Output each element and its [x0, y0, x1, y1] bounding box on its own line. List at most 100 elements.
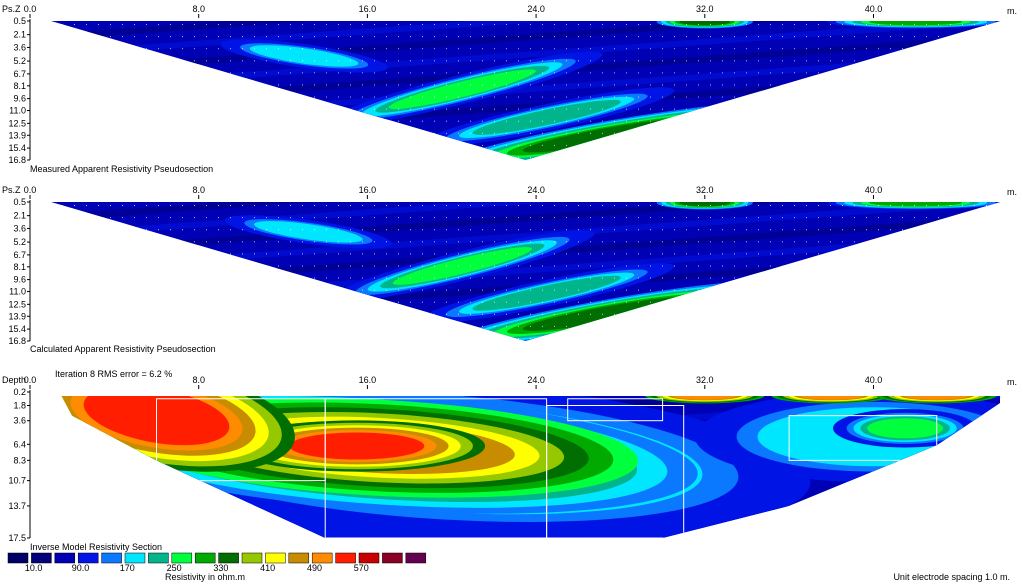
anomaly-5-band-0 [869, 202, 963, 207]
x-tick-label: 32.0 [696, 185, 714, 195]
anomaly-1-band-0 [392, 247, 532, 285]
legend-tick-label: 170 [120, 563, 135, 573]
legend-tick-label: 250 [167, 563, 182, 573]
legend-swatch [405, 552, 427, 564]
x-unit-label: m. [1007, 6, 1017, 16]
y-tick-label: 15.4 [8, 143, 26, 153]
x-tick-label: 0.0 [24, 4, 37, 14]
legend-swatch [148, 552, 169, 564]
y-tick-label: 0.2 [13, 387, 26, 397]
x-tick-label: 24.0 [527, 4, 545, 14]
y-tick-label: 16.8 [8, 155, 26, 165]
x-tick-label: 0.0 [24, 185, 37, 195]
y-axis: Ps.Z 0.5 2.1 3.6 5.2 6.7 8.1 9.6 11.0 12.5 13.9 15.… [2, 185, 31, 346]
legend-swatch [265, 552, 286, 564]
y-tick-label: 9.6 [13, 94, 26, 104]
section-title: Calculated Apparent Resistivity Pseudose… [30, 344, 216, 354]
legend-swatch [194, 552, 216, 564]
model-block-2 [567, 398, 664, 422]
y-tick-label: 1.8 [13, 401, 26, 411]
x-tick-label: 40.0 [865, 4, 883, 14]
legend-swatch [311, 552, 333, 564]
y-tick-label: 2.1 [13, 30, 26, 40]
x-tick-label: 40.0 [865, 185, 883, 195]
legend-tick-label: 90.0 [72, 563, 90, 573]
y-tick-label: 0.5 [13, 197, 26, 207]
legend-swatch [77, 552, 99, 564]
y-tick-label: 6.7 [13, 69, 26, 79]
y-tick-label: 5.2 [13, 56, 26, 66]
anomaly-4-band-0 [679, 21, 731, 26]
section-panel-1: 0.0 8.0 16.0 24.0 32.0 40.0 m. Ps.Z 0.5 2.1 3.6 5.2… [2, 4, 1017, 174]
electrode-spacing-note: Unit electrode spacing 1.0 m. [893, 572, 1010, 582]
anomaly-2-band-0 [472, 99, 621, 135]
legend-tick-label: 490 [307, 563, 322, 573]
y-tick-label: 3.6 [13, 223, 26, 233]
anomaly-4-band-0 [679, 202, 731, 207]
legend-swatch [358, 552, 380, 564]
x-tick-label: 8.0 [192, 4, 205, 14]
section-title: Inverse Model Resistivity Section [30, 542, 162, 552]
x-tick-label: 32.0 [696, 375, 714, 385]
y-tick-label: 13.7 [8, 501, 26, 511]
y-tick-label: 3.6 [13, 42, 26, 52]
anomaly-2-band-0 [472, 275, 621, 311]
legend-swatch [241, 552, 263, 564]
x-unit-label: m. [1007, 187, 1017, 197]
y-tick-label: 12.5 [8, 299, 26, 309]
legend-swatch [31, 552, 52, 564]
anomaly-4-band-0 [289, 432, 425, 460]
legend-swatch [101, 552, 122, 564]
y-tick-label: 13.9 [8, 311, 26, 321]
section-colour-body [51, 202, 1000, 341]
anomaly-5-band-0 [869, 21, 963, 26]
y-tick-label: 6.7 [13, 250, 26, 260]
anomaly-11-band-0 [905, 396, 969, 400]
y-tick-label: 8.1 [13, 81, 26, 91]
y-tick-label: 13.9 [8, 130, 26, 140]
section-title: Measured Apparent Resistivity Pseudosect… [30, 164, 213, 174]
y-axis-label: Depth [2, 375, 26, 385]
section-panel-2: 0.0 8.0 16.0 24.0 32.0 40.0 m. Ps.Z 0.5 2.1 3.6 5.2… [2, 185, 1017, 354]
color-legend: 10.0 90.0 170 250 330 410 490 570 Resistivity i… [7, 552, 427, 582]
legend-swatch [218, 552, 239, 564]
legend-tick-label: 330 [213, 563, 228, 573]
y-tick-label: 6.4 [13, 439, 26, 449]
x-tick-label: 32.0 [696, 4, 714, 14]
legend-swatch [335, 552, 356, 564]
x-axis: 0.0 8.0 16.0 24.0 32.0 40.0 m. [24, 4, 1017, 18]
x-unit-label: m. [1007, 377, 1017, 387]
model-block-3 [546, 405, 685, 538]
y-tick-label: 3.6 [13, 416, 26, 426]
model-block-4 [788, 415, 938, 461]
legend-swatch [288, 552, 310, 564]
section-subtitle: Iteration 8 RMS error = 6.2 % [55, 369, 172, 379]
legend-tick-label: 10.0 [25, 563, 43, 573]
legend-swatch [54, 552, 76, 564]
x-tick-label: 24.0 [527, 375, 545, 385]
anomaly-7-band-0 [867, 418, 944, 439]
y-axis: Ps.Z 0.5 2.1 3.6 5.2 6.7 8.1 9.6 11.0 12.5 13.9 15.… [2, 4, 31, 165]
section-colour-body [51, 21, 1000, 160]
legend-title: Resistivity in ohm.m [165, 572, 245, 582]
y-tick-label: 12.5 [8, 118, 26, 128]
y-tick-label: 8.1 [13, 262, 26, 272]
legend-swatch [124, 552, 146, 564]
x-axis: 0.0 8.0 16.0 24.0 32.0 40.0 m. [24, 185, 1017, 199]
y-tick-label: 8.3 [13, 455, 26, 465]
legend-swatch [7, 552, 29, 564]
anomaly-10-band-0 [799, 396, 863, 400]
y-tick-label: 9.6 [13, 275, 26, 285]
x-tick-label: 16.0 [359, 4, 377, 14]
legend-swatch [382, 552, 403, 564]
legend-tick-label: 410 [260, 563, 275, 573]
section-panel-3: 0.0 8.0 16.0 24.0 32.0 40.0 m. Depth 0.2 1.8 3.6 6.… [2, 369, 1017, 552]
y-tick-label: 11.0 [9, 287, 26, 297]
x-axis: 0.0 8.0 16.0 24.0 32.0 40.0 m. [24, 375, 1017, 389]
y-tick-label: 0.5 [13, 16, 26, 26]
anomaly-0-band-0 [249, 45, 359, 67]
legend-tick-label: 570 [354, 563, 369, 573]
y-tick-label: 11.0 [9, 106, 26, 116]
x-tick-label: 40.0 [865, 375, 883, 385]
